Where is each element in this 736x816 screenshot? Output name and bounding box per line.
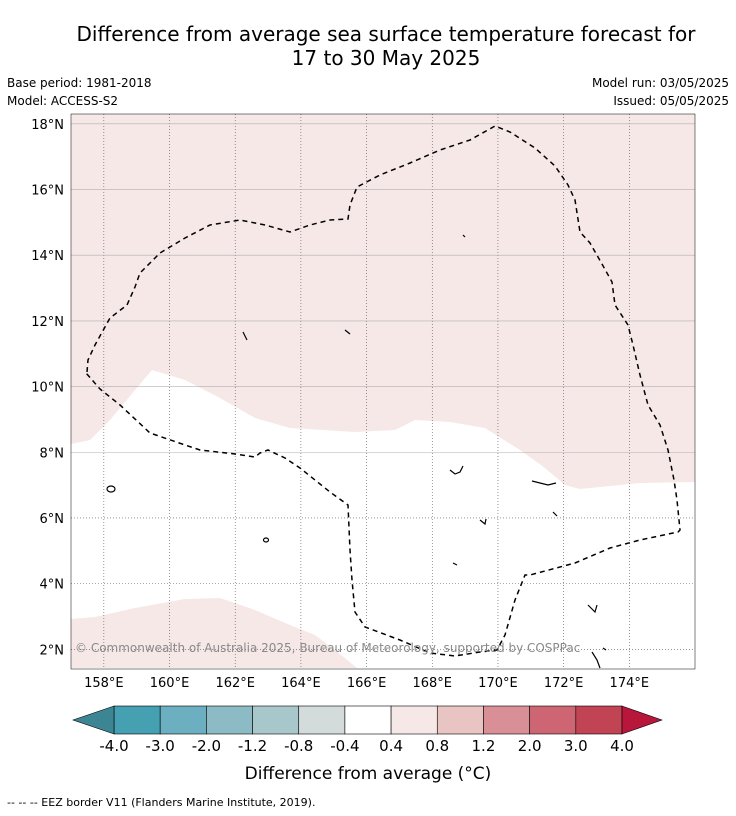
lon-tick-label: 168°E xyxy=(412,676,452,691)
lon-tick-label: 170°E xyxy=(478,676,518,691)
colorbar-tick-label: 4.0 xyxy=(610,737,634,755)
colorbar-title: Difference from average (°C) xyxy=(244,764,492,784)
colorbar-swatch xyxy=(159,705,207,735)
lon-tick-label: 164°E xyxy=(281,676,321,691)
colorbar-tick-label: -0.8 xyxy=(284,737,313,755)
island xyxy=(242,331,248,341)
colorbar-swatch xyxy=(483,705,530,735)
copyright-notice: © Commonwealth of Australia 2025, Bureau… xyxy=(75,641,581,655)
colorbar-swatches xyxy=(113,705,623,735)
island xyxy=(602,647,607,651)
map-frame xyxy=(70,113,696,670)
anomaly-region-north xyxy=(71,114,695,489)
colorbar-swatch xyxy=(298,705,346,735)
latitude-labels: 2°N 4°N 6°N 8°N 10°N 12°N 14°N 16°N 18°N xyxy=(31,118,64,658)
colorbar-tick-label: -1.2 xyxy=(238,737,267,755)
title-line-2: 17 to 30 May 2025 xyxy=(291,46,481,70)
island xyxy=(591,651,601,669)
island xyxy=(552,511,558,517)
eez-footnote: -- -- -- EEZ border V11 (Flanders Marine… xyxy=(7,796,316,809)
lon-tick-label: 162°E xyxy=(215,676,255,691)
lon-tick-label: 158°E xyxy=(84,676,124,691)
islands xyxy=(106,234,607,669)
island xyxy=(462,234,466,238)
lat-tick-label: 2°N xyxy=(40,643,65,658)
meta-left: Base period: 1981-2018 Model: ACCESS-S2 xyxy=(7,74,152,110)
title-line-1: Difference from average sea surface temp… xyxy=(76,22,696,46)
island xyxy=(344,329,351,335)
colorbar-tick-label: 2.0 xyxy=(518,737,542,755)
colorbar-tick-label: 1.2 xyxy=(472,737,496,755)
model-run: Model run: 03/05/2025 xyxy=(591,76,729,90)
lon-tick-label: 172°E xyxy=(544,676,584,691)
lat-tick-label: 10°N xyxy=(31,381,64,396)
island xyxy=(449,465,464,475)
colorbar-swatch xyxy=(575,705,623,735)
colorbar-swatch xyxy=(529,705,577,735)
colorbar-tick-label: 0.4 xyxy=(379,737,403,755)
colorbar-swatch xyxy=(390,705,438,735)
colorbar-tick-label: -2.0 xyxy=(192,737,221,755)
lat-tick-label: 18°N xyxy=(31,118,64,133)
colorbar-swatch xyxy=(344,705,392,735)
colorbar-low-extend xyxy=(72,705,115,735)
colorbar-high-extend xyxy=(621,705,663,735)
gridlines xyxy=(71,114,695,669)
lat-tick-label: 12°N xyxy=(31,315,64,330)
island xyxy=(531,480,557,486)
issued-date: Issued: 05/05/2025 xyxy=(613,94,729,108)
lon-tick-label: 174°E xyxy=(610,676,650,691)
colorbar-swatch xyxy=(113,705,161,735)
lat-tick-label: 14°N xyxy=(31,249,64,264)
colorbar-swatch xyxy=(206,705,253,735)
lat-tick-label: 6°N xyxy=(40,512,65,527)
chart-title: Difference from average sea surface temp… xyxy=(0,22,736,70)
colorbar-tick-label: -3.0 xyxy=(146,737,175,755)
island xyxy=(587,604,598,614)
lat-tick-label: 4°N xyxy=(40,578,65,593)
lat-tick-label: 16°N xyxy=(31,184,64,199)
island xyxy=(106,485,116,493)
longitude-labels: 158°E 160°E 162°E 164°E 166°E 168°E 170°E 172°E… xyxy=(84,676,649,691)
meta-right: Model run: 03/05/2025 Issued: 05/05/2025 xyxy=(592,74,729,110)
colorbar-tick-label: 3.0 xyxy=(564,737,588,755)
colorbar-swatch xyxy=(436,705,484,735)
base-period: Base period: 1981-2018 xyxy=(7,76,152,90)
colorbar-tick-label: -0.4 xyxy=(330,737,359,755)
colorbar-swatch xyxy=(252,705,300,735)
lat-tick-label: 8°N xyxy=(40,446,65,461)
lon-tick-label: 166°E xyxy=(347,676,387,691)
island xyxy=(479,518,487,526)
eez-border xyxy=(84,125,681,657)
lon-tick-label: 160°E xyxy=(150,676,190,691)
colorbar-tick-label: 0.8 xyxy=(425,737,449,755)
colorbar-tick-labels: -4.0 -3.0 -2.0 -1.2 -0.8 -0.4 0.4 0.8 1.2 2.0 3.0 4… xyxy=(99,737,634,755)
island xyxy=(452,562,458,566)
anomaly-region-south xyxy=(71,598,357,668)
model-name: Model: ACCESS-S2 xyxy=(7,94,119,108)
colorbar-tick-label: -4.0 xyxy=(99,737,128,755)
island xyxy=(262,537,270,543)
